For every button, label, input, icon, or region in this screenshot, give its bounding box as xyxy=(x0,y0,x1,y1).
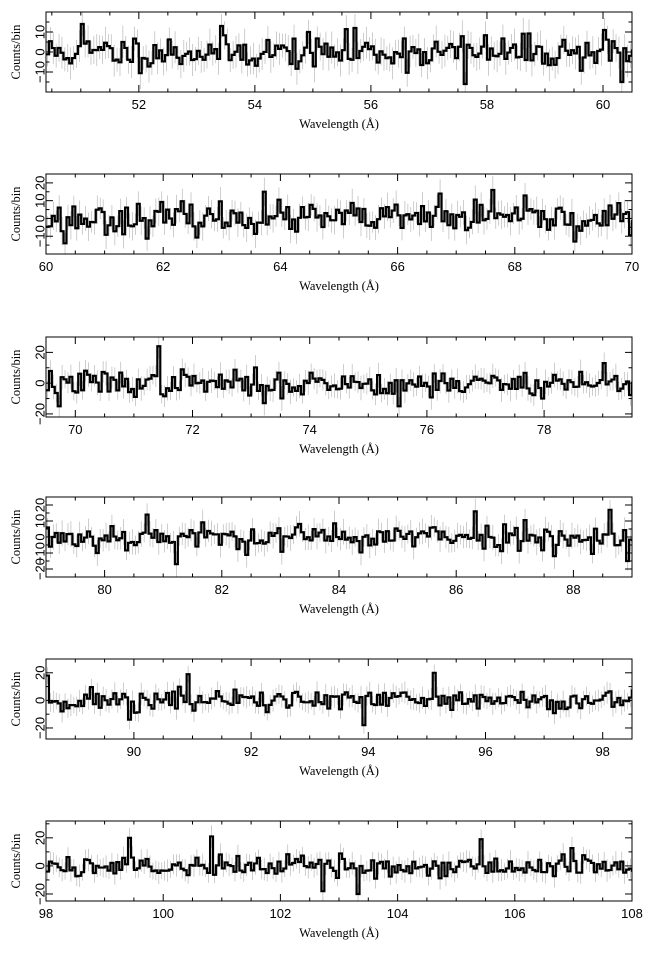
y-axis-label: Counts/bin xyxy=(9,833,23,889)
series-area xyxy=(46,12,632,92)
spectrum-line xyxy=(46,345,632,408)
y-tick-label: 10 xyxy=(33,25,48,39)
spectrum-line xyxy=(46,671,632,727)
panel-5: 90 92 94 96 98 −20 0 20 Wavelength (Å) Counts/bin xyxy=(9,658,633,778)
panel-3: 70 72 74 76 78 −20 0 20 Wavelength (Å) Counts/bin xyxy=(9,336,633,456)
x-tick-label: 78 xyxy=(537,422,551,437)
x-tick-label: 98 xyxy=(595,744,609,759)
x-axis-label: Wavelength (Å) xyxy=(299,279,379,293)
x-tick-label: 82 xyxy=(215,582,229,597)
x-axis-label: Wavelength (Å) xyxy=(299,117,379,131)
y-tick-label: −10 xyxy=(33,542,48,564)
x-tick-label: 106 xyxy=(504,906,526,921)
y-tick-label: 10 xyxy=(33,514,48,528)
spectrum-line xyxy=(46,835,632,896)
y-axis-label: Counts/bin xyxy=(9,24,23,80)
x-tick-label: 58 xyxy=(480,97,494,112)
y-axis-label: Counts/bin xyxy=(9,671,23,727)
x-tick-label: 66 xyxy=(390,259,404,274)
x-tick-label: 98 xyxy=(39,906,53,921)
x-axis-label: Wavelength (Å) xyxy=(299,442,379,456)
x-tick-label: 102 xyxy=(270,906,292,921)
y-tick-label: 0 xyxy=(33,380,48,387)
y-tick-label: 20 xyxy=(33,176,48,190)
y-tick-label: −10 xyxy=(33,225,48,247)
spectrum-line xyxy=(46,188,632,245)
x-tick-label: 84 xyxy=(332,582,346,597)
y-tick-label: 0 xyxy=(33,215,48,222)
series-area xyxy=(46,175,632,254)
y-tick-label: 0 xyxy=(33,697,48,704)
x-tick-label: 70 xyxy=(625,259,639,274)
x-tick-label: 72 xyxy=(185,422,199,437)
panel-1: 52 54 56 58 60 −10 0 10 Wavelength (Å) Counts/bin xyxy=(9,11,633,131)
panel-2: 60 62 64 66 68 70 −10 0 10 20 Wavelength (Å) Counts… xyxy=(9,173,639,293)
x-tick-label: 64 xyxy=(273,259,287,274)
y-tick-label: 20 xyxy=(33,666,48,680)
panel-4: 80 82 84 86 88 −20−10 0 10 20 Wavelength (Å) Count… xyxy=(9,496,633,616)
y-tick-label: 10 xyxy=(33,193,48,207)
y-tick-label: 20 xyxy=(33,345,48,359)
series-area xyxy=(46,825,632,901)
x-tick-label: 60 xyxy=(39,259,53,274)
x-tick-label: 86 xyxy=(449,582,463,597)
y-tick-label: 0 xyxy=(33,862,48,869)
y-tick-label: 0 xyxy=(33,48,48,55)
spectrum-line xyxy=(46,508,632,566)
y-tick-label: −20 xyxy=(33,403,48,425)
x-tick-label: 96 xyxy=(478,744,492,759)
x-tick-label: 100 xyxy=(152,906,174,921)
y-tick-label: 0 xyxy=(33,533,48,540)
x-tick-label: 62 xyxy=(156,259,170,274)
series-area xyxy=(46,664,632,734)
series-area xyxy=(46,498,632,577)
x-tick-label: 108 xyxy=(621,906,643,921)
y-tick-label: −10 xyxy=(33,61,48,83)
y-tick-label: 20 xyxy=(33,498,48,512)
y-tick-label: −20 xyxy=(33,717,48,739)
x-tick-label: 60 xyxy=(596,97,610,112)
x-tick-label: 90 xyxy=(127,744,141,759)
panel-6: 98 100 102 104 106 108 −20 0 20 Wavelength (Å) Cou… xyxy=(9,820,643,940)
x-axis-label: Wavelength (Å) xyxy=(299,926,379,940)
x-tick-label: 68 xyxy=(508,259,522,274)
x-tick-label: 76 xyxy=(420,422,434,437)
x-tick-label: 56 xyxy=(364,97,378,112)
spectrum-line xyxy=(46,22,632,86)
y-tick-label: 20 xyxy=(33,831,48,845)
x-tick-label: 80 xyxy=(97,582,111,597)
y-axis-label: Counts/bin xyxy=(9,186,23,242)
x-tick-label: 94 xyxy=(361,744,375,759)
x-tick-label: 74 xyxy=(302,422,316,437)
x-tick-label: 104 xyxy=(387,906,409,921)
y-axis-label: Counts/bin xyxy=(9,349,23,405)
x-tick-label: 70 xyxy=(68,422,82,437)
x-axis-label: Wavelength (Å) xyxy=(299,764,379,778)
x-axis-label: Wavelength (Å) xyxy=(299,602,379,616)
plot-frame xyxy=(45,336,633,418)
x-tick-label: 92 xyxy=(244,744,258,759)
x-tick-label: 88 xyxy=(566,582,580,597)
x-tick-label: 54 xyxy=(248,97,262,112)
y-tick-label: −20 xyxy=(33,558,48,580)
series-area xyxy=(46,337,632,417)
y-tick-label: −20 xyxy=(33,883,48,905)
y-axis-label: Counts/bin xyxy=(9,509,23,565)
x-tick-label: 52 xyxy=(132,97,146,112)
